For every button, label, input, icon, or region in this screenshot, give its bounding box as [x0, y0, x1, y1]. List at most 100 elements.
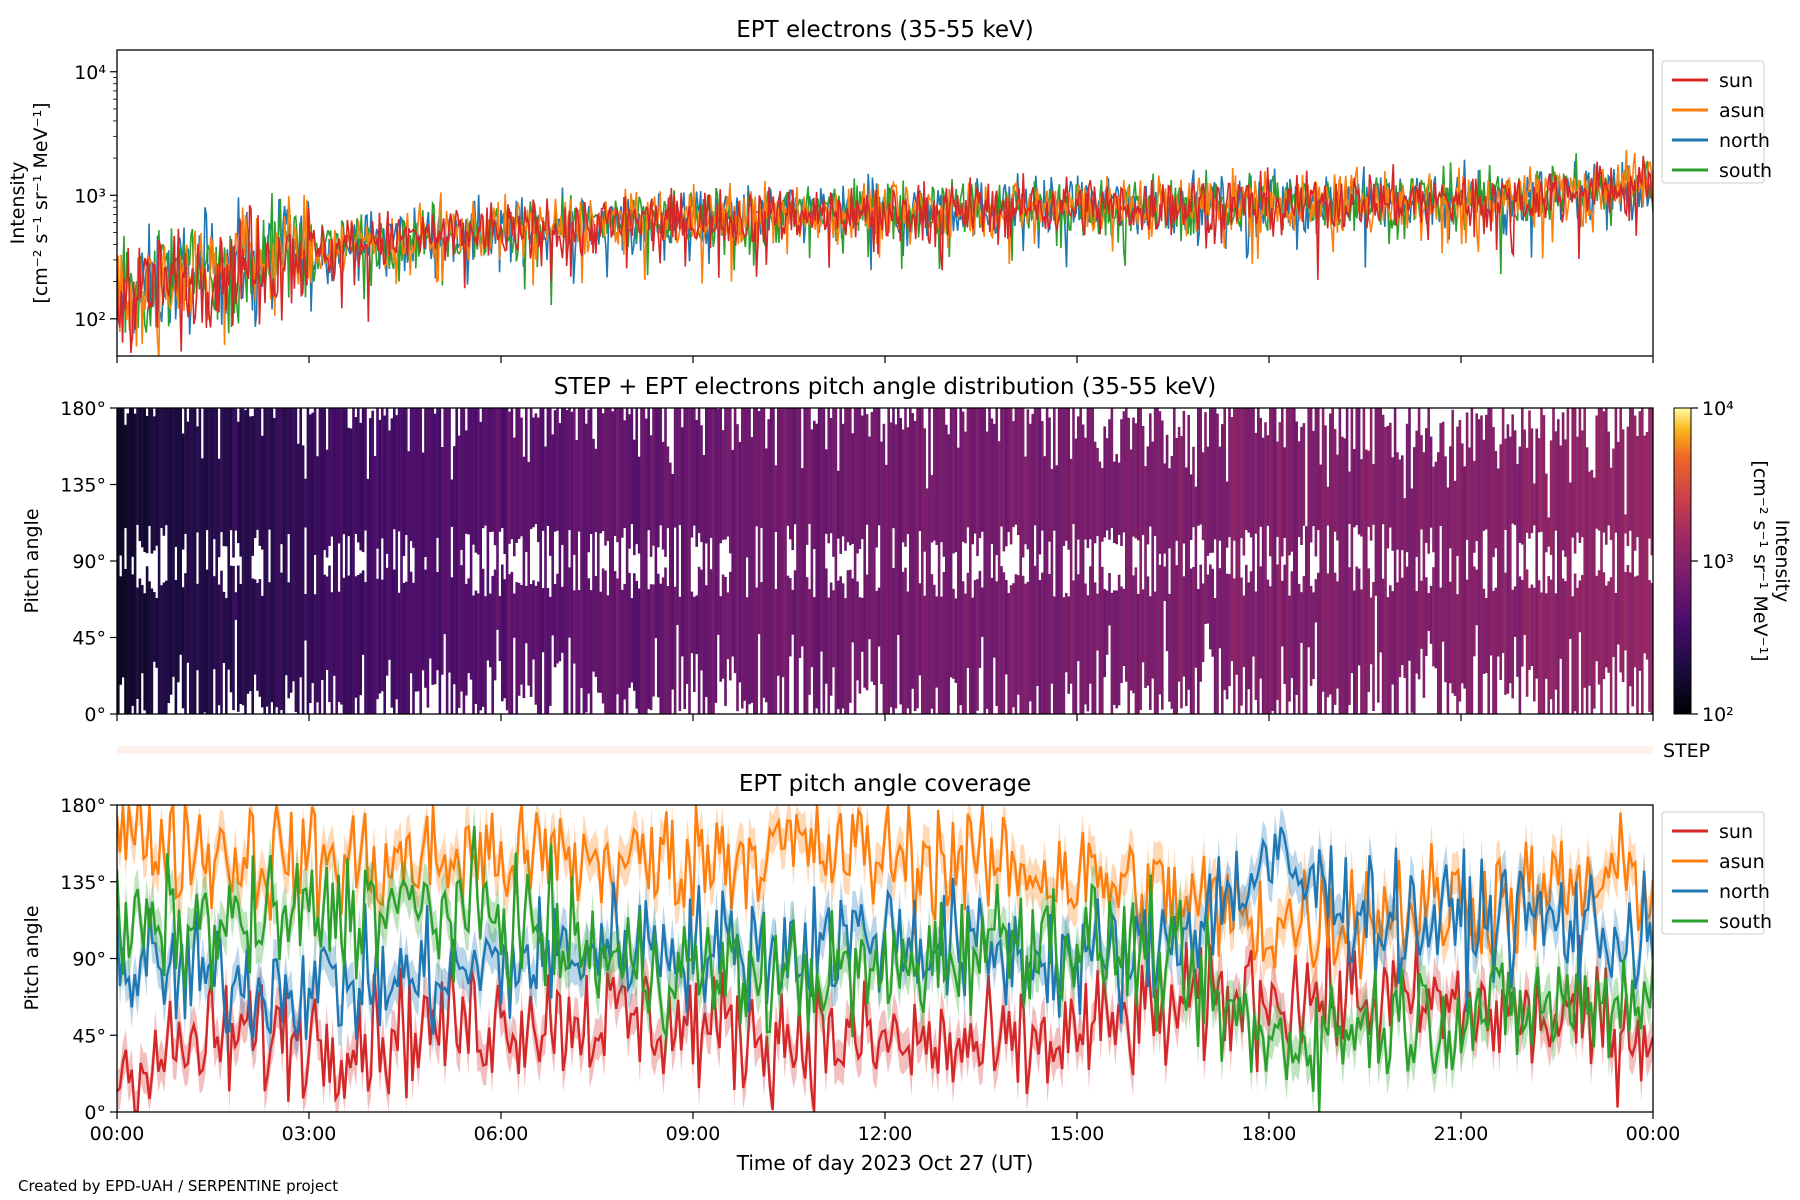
pad-heatmap-cell — [481, 568, 485, 707]
pad-heatmap-cell — [1381, 578, 1385, 714]
pad-heatmap-cell — [1266, 435, 1270, 526]
pad-heatmap-cell — [1105, 590, 1109, 655]
coverage-xtick-label: 00:00 — [1626, 1123, 1681, 1145]
pad-heatmap-cell — [1353, 449, 1356, 528]
intensity-legend: sun asun north south — [1661, 60, 1772, 184]
pad-heatmap-cell — [1237, 408, 1241, 714]
pad-heatmap-cell — [383, 415, 386, 714]
pad-heatmap-cell — [525, 408, 528, 553]
pad-heatmap-cell — [904, 408, 907, 547]
pad-heatmap-cell — [1573, 408, 1577, 554]
pad-heatmap-cell — [1134, 423, 1138, 539]
pad-heatmap-cell — [947, 434, 950, 714]
pad-heatmap-cell — [1465, 579, 1469, 714]
pad-heatmap-cell — [851, 433, 854, 544]
pad-heatmap-cell — [1554, 431, 1558, 531]
pad-heatmap-cell — [1144, 466, 1147, 688]
pad-heatmap-cell — [117, 408, 120, 714]
pad-heatmap-cell — [1132, 417, 1135, 537]
coverage-x-axis: 00:00 03:00 06:00 09:00 12:00 15:00 18:00 21:00… — [90, 1112, 1681, 1145]
pad-heatmap-cell — [1312, 592, 1315, 679]
pad-heatmap-cell — [474, 590, 478, 704]
pad-heatmap-cell — [813, 420, 816, 550]
pad-heatmap-cell — [1096, 593, 1099, 651]
pad-heatmap-cell — [1650, 582, 1653, 714]
pad-heatmap-cell — [208, 408, 211, 714]
pad-heatmap-cell — [985, 431, 989, 709]
pad-heatmap-cell — [1005, 408, 1008, 547]
pad-heatmap-cell — [1595, 415, 1598, 529]
pad-heatmap-cell — [1120, 586, 1123, 684]
pad-heatmap-cell — [1122, 588, 1126, 666]
pad-heatmap-cell — [280, 408, 283, 545]
pad-heatmap-cell — [647, 408, 650, 531]
intensity-ytick-label: 10³ — [74, 185, 106, 207]
pad-heatmap-cell — [1305, 526, 1308, 714]
pad-heatmap-cell — [697, 566, 701, 714]
pad-heatmap-cell — [1475, 413, 1478, 541]
colorbar-label-line2: [cm⁻² s⁻¹ sr⁻¹ MeV⁻¹] — [1749, 460, 1771, 661]
pad-heatmap-cell — [1033, 565, 1037, 714]
pad-heatmap-cell — [1295, 421, 1298, 695]
pad-heatmap-cell — [443, 408, 446, 635]
pad-heatmap-cell — [457, 435, 461, 708]
pad-heatmap-cell — [906, 427, 910, 535]
pad-heatmap-cell — [311, 412, 314, 684]
pad-heatmap-cell — [1473, 460, 1476, 553]
pad-heatmap-cell — [1177, 426, 1181, 682]
pad-heatmap-cell — [1021, 575, 1025, 714]
pad-heatmap-cell — [1084, 583, 1087, 705]
pad-heatmap-cell — [719, 408, 722, 544]
pad-heatmap-cell — [1146, 576, 1150, 686]
pad-heatmap-cell — [1288, 595, 1291, 702]
pad-heatmap-cell — [229, 408, 233, 531]
pad-heatmap-cell — [712, 408, 715, 714]
pad-heatmap-cell — [429, 408, 432, 659]
pad-heatmap-cell — [181, 587, 185, 709]
pad-heatmap-cell — [959, 408, 962, 706]
pad-heatmap-cell — [503, 579, 506, 699]
pad-heatmap-cell — [1149, 596, 1152, 710]
coverage-xtick-label: 18:00 — [1242, 1123, 1297, 1145]
pad-heatmap-cell — [714, 408, 718, 703]
pad-heatmap-cell — [412, 408, 415, 548]
pad-ytick-label: 180° — [60, 398, 106, 420]
pad-heatmap-cell — [225, 598, 228, 714]
pad-heatmap-cell — [935, 596, 938, 688]
pad-heatmap-cell — [721, 574, 725, 679]
pad-heatmap-cell — [205, 569, 209, 714]
pad-heatmap-cell — [1110, 592, 1114, 714]
pad-heatmap-cell — [304, 594, 307, 641]
pad-heatmap-cell — [162, 408, 166, 536]
pad-heatmap-cell — [1501, 408, 1505, 654]
pad-heatmap-cell — [349, 428, 353, 714]
pad-heatmap-cell — [664, 408, 667, 557]
pad-heatmap-cell — [229, 565, 233, 693]
pad-heatmap-cell — [690, 591, 694, 654]
pad-heatmap-cell — [537, 417, 540, 543]
pad-heatmap-cell — [1079, 408, 1082, 714]
pad-heatmap-cell — [1597, 570, 1601, 685]
pad-heatmap-cell — [1187, 414, 1190, 690]
pad-heatmap-cell — [930, 574, 934, 709]
pad-heatmap-cell — [330, 592, 334, 714]
pad-heatmap-cell — [1072, 408, 1075, 525]
pad-heatmap-cell — [635, 580, 638, 709]
pad-heatmap-cell — [304, 478, 307, 528]
pad-heatmap-cell — [1245, 564, 1248, 714]
pad-heatmap-cell — [1350, 408, 1354, 674]
pad-heatmap-cell — [184, 573, 187, 714]
pad-heatmap-cell — [1547, 576, 1550, 714]
pad-heatmap-cell — [153, 416, 156, 551]
pad-heatmap-cell — [1216, 413, 1219, 714]
pad-heatmap-cell — [1429, 436, 1433, 528]
pad-heatmap-cell — [1405, 423, 1409, 553]
pad-heatmap-cell — [131, 574, 134, 706]
pad-heatmap-cell — [177, 408, 180, 683]
pad-heatmap-cell — [340, 408, 343, 705]
pad-heatmap-cell — [261, 595, 264, 708]
pad-heatmap-cell — [1266, 579, 1270, 714]
pad-heatmap-cell — [1093, 441, 1097, 544]
pad-heatmap-cell — [877, 587, 881, 647]
pad-heatmap-cell — [1141, 589, 1145, 663]
